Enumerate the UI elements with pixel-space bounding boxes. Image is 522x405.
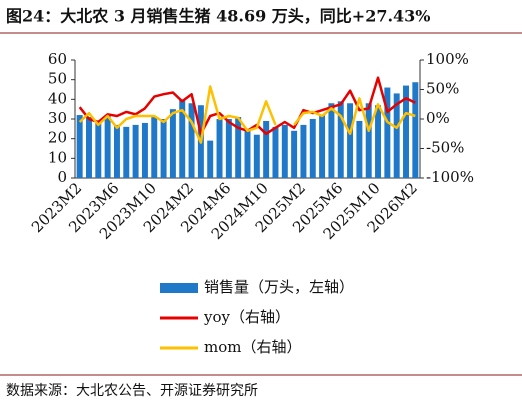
source: 数据来源：大北农公告、开源证券研究所 [6, 383, 258, 399]
bar [272, 126, 279, 178]
y2-tick-label: 50% [426, 80, 459, 98]
bar [375, 105, 382, 178]
y-tick-label: 30 [48, 109, 67, 127]
bar [86, 117, 92, 178]
bar [95, 122, 102, 178]
y2-tick-label: 0% [426, 109, 450, 127]
bar [76, 115, 83, 178]
bar [160, 119, 167, 178]
bar [188, 103, 195, 178]
bar [113, 124, 120, 178]
bar [347, 103, 354, 178]
legend-label: yoy（右轴） [203, 308, 290, 326]
legend-swatch [160, 283, 198, 293]
bar [123, 126, 130, 178]
bar [235, 117, 242, 178]
bar [337, 101, 344, 178]
bar [169, 109, 176, 178]
bar [207, 140, 214, 178]
bar [216, 119, 223, 178]
bar [179, 99, 186, 178]
y2-tick-label: -50% [426, 139, 464, 157]
line [78, 76, 416, 136]
bar [300, 124, 307, 178]
bar [281, 124, 288, 178]
bar [151, 117, 158, 178]
y2-tick-label: 100% [426, 50, 469, 68]
bar [263, 120, 270, 178]
bar [291, 130, 298, 178]
bar [309, 119, 316, 178]
bar [244, 128, 251, 178]
bar [132, 124, 139, 178]
legend-label: 销售量（万头，左轴） [204, 278, 354, 296]
bar [412, 82, 419, 178]
bar [319, 115, 326, 178]
y-tick-label: 20 [48, 129, 67, 147]
y-tick-label: 60 [48, 50, 67, 68]
bar [393, 93, 400, 178]
bar [384, 87, 391, 178]
y-tick-label: 10 [48, 148, 67, 166]
bar [225, 119, 232, 178]
bar [328, 103, 335, 178]
bar [141, 122, 148, 178]
y-tick-label: 40 [48, 89, 67, 107]
chart-title: 图24：大北农 3 月销售生猪 48.69 万头，同比+27.43% [6, 7, 431, 26]
y-tick-label: 50 [48, 70, 67, 88]
legend-label: mom（右轴） [204, 338, 301, 356]
bar [365, 103, 372, 178]
y2-tick-label: -100% [426, 168, 474, 186]
line [78, 85, 416, 144]
y-tick-label: 0 [57, 168, 67, 186]
bar [403, 85, 409, 178]
bar [253, 134, 260, 178]
bar [356, 120, 363, 178]
bar [104, 115, 111, 178]
